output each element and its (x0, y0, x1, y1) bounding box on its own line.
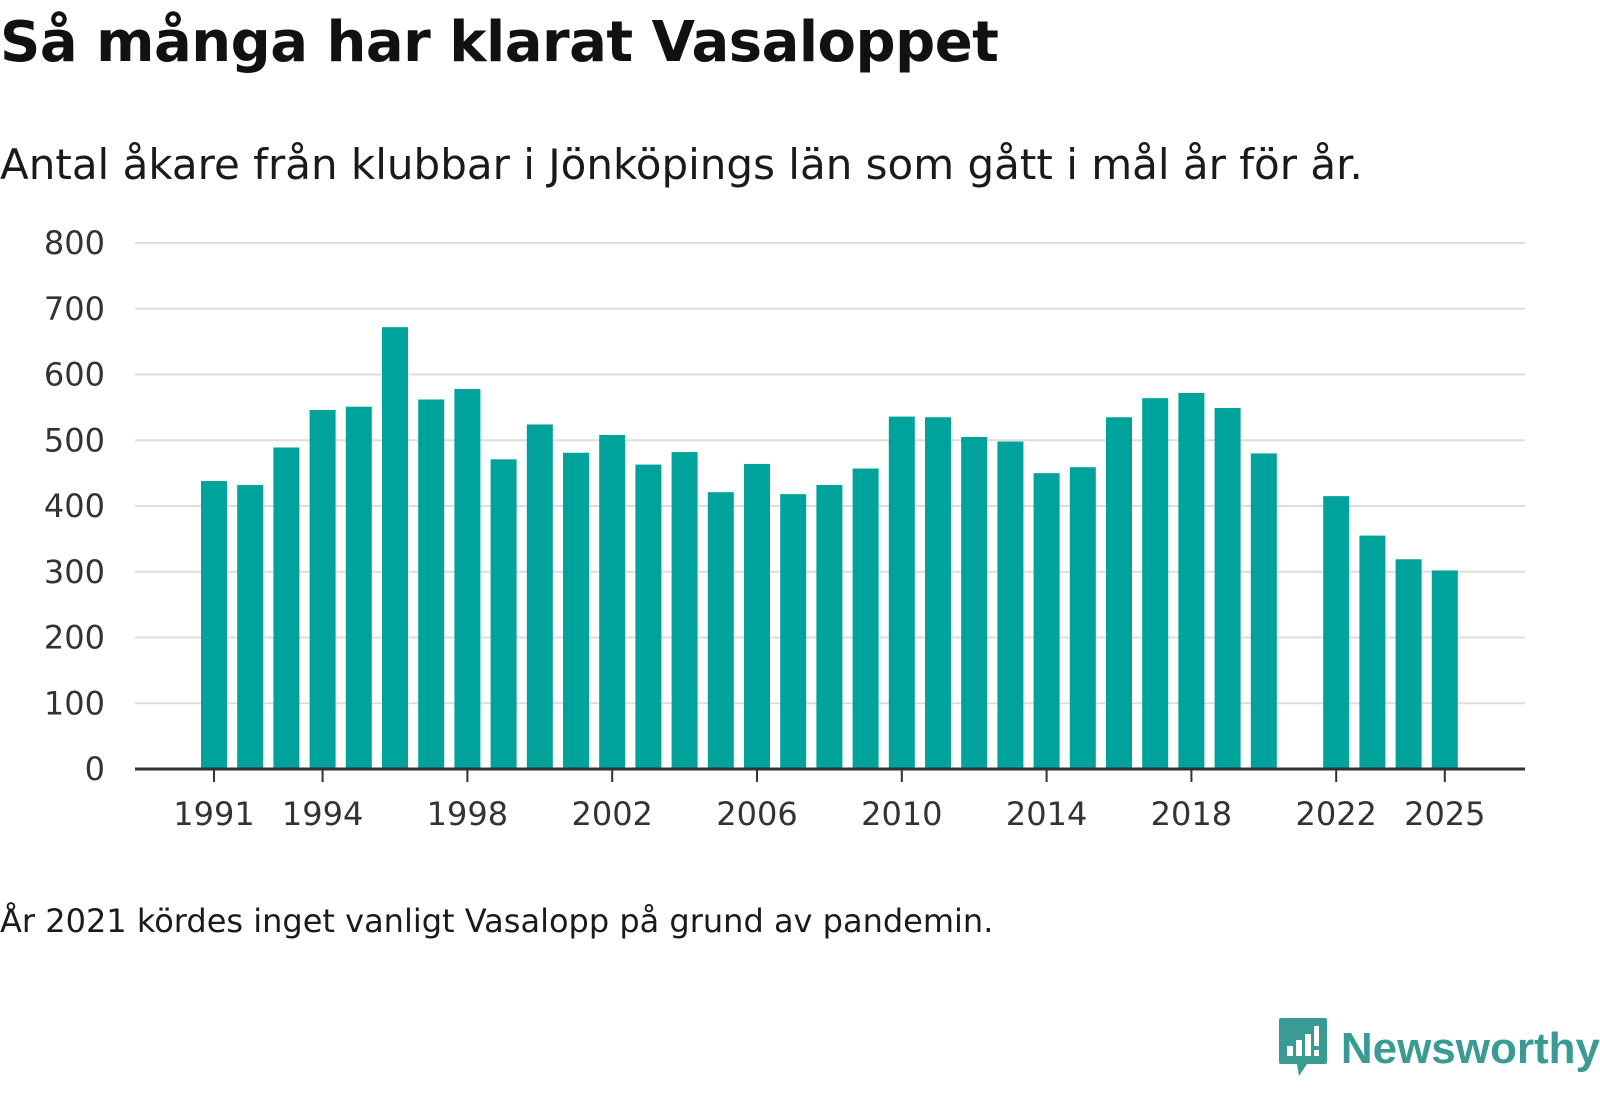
bar-2000 (526, 424, 553, 769)
chart-subtitle: Antal åkare från klubbar i Jönköpings lä… (0, 140, 1363, 189)
bar-1998 (454, 388, 481, 769)
x-tick-label: 2025 (1404, 795, 1485, 833)
bar-1993 (273, 447, 300, 769)
y-tick-label: 500 (44, 421, 105, 459)
bar-2011 (925, 417, 951, 769)
y-tick-label: 700 (44, 290, 105, 328)
bar-2024 (1395, 559, 1422, 769)
bar-2023 (1359, 535, 1386, 769)
bar-2017 (1142, 398, 1169, 769)
bar-2014 (1033, 473, 1060, 769)
bar-2005 (707, 492, 734, 769)
bars (201, 327, 1458, 769)
y-tick-label: 400 (44, 487, 105, 525)
bar-2018 (1178, 392, 1205, 769)
bar-2010 (888, 416, 915, 769)
bar-1997 (418, 399, 445, 769)
y-tick-label: 100 (44, 684, 105, 722)
bar-2009 (852, 468, 879, 769)
brand-name: Newsworthy (1340, 1024, 1600, 1073)
y-tick-label: 0 (85, 750, 105, 788)
y-axis-labels: 0 100 200 300 400 500 600 700 800 (44, 224, 105, 788)
bar-1999 (490, 459, 517, 769)
bar-2007 (780, 494, 807, 769)
x-tick-label: 2002 (571, 795, 652, 833)
x-tick-label: 1991 (173, 795, 254, 833)
brand-logo[interactable]: Newsworthy (1277, 1016, 1600, 1082)
bar-2016 (1106, 417, 1132, 769)
y-tick-label: 300 (44, 553, 105, 591)
x-tick-label: 2014 (1006, 795, 1087, 833)
x-axis-labels: 1991 1994 1998 2002 2006 2010 2014 2018 2022 2025 (173, 795, 1485, 833)
x-tick-label: 1998 (427, 795, 508, 833)
bar-2022 (1323, 496, 1350, 769)
bar-2013 (997, 441, 1024, 769)
x-tick-label: 2010 (861, 795, 942, 833)
x-tick-label: 2018 (1151, 795, 1232, 833)
bar-1991 (201, 481, 227, 769)
bar-2019 (1214, 408, 1241, 769)
bar-2020 (1250, 453, 1277, 769)
bar-1994 (309, 410, 336, 769)
y-tick-label: 600 (44, 356, 105, 394)
y-tick-label: 800 (44, 224, 105, 262)
bar-2004 (671, 452, 698, 769)
x-tick-label: 2006 (716, 795, 797, 833)
bar-2002 (599, 434, 626, 769)
x-axis (135, 767, 1525, 782)
bar-1996 (382, 327, 408, 769)
bar-2006 (744, 463, 770, 769)
chart-title: Så många har klarat Vasaloppet (0, 10, 999, 75)
bar-1995 (345, 406, 372, 769)
bar-2025 (1431, 570, 1458, 769)
bar-2015 (1069, 467, 1096, 769)
bar-2012 (961, 436, 988, 769)
bar-chart: 0 100 200 300 400 500 600 700 800 1991 1994 1998 20… (44, 224, 1525, 833)
newsworthy-logo-icon (1277, 1016, 1329, 1082)
y-tick-label: 200 (44, 619, 105, 657)
bar-1992 (237, 484, 264, 769)
x-tick-label: 1994 (282, 795, 363, 833)
footnote: År 2021 kördes inget vanligt Vasalopp på… (0, 902, 994, 940)
bar-2008 (816, 484, 843, 769)
bar-2003 (635, 464, 662, 769)
x-tick-label: 2022 (1295, 795, 1376, 833)
bar-2001 (563, 452, 589, 769)
